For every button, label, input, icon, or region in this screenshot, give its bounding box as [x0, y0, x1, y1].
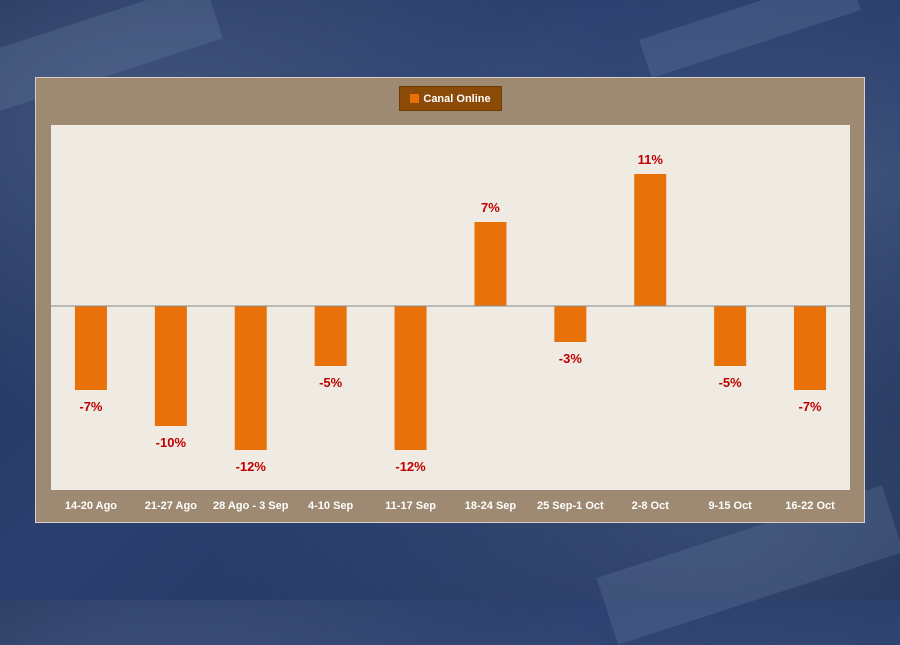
- data-label: -12%: [236, 459, 267, 474]
- x-tick-label: 2-8 Oct: [632, 500, 670, 512]
- bar: [154, 306, 187, 426]
- bar: [794, 306, 827, 390]
- data-label: -5%: [319, 375, 343, 390]
- data-label: 11%: [638, 152, 664, 167]
- data-label: -3%: [559, 351, 583, 366]
- x-tick-label: 25 Sep-1 Oct: [537, 500, 604, 512]
- bar: [234, 306, 267, 450]
- bar: [314, 306, 347, 366]
- bar: [394, 306, 427, 450]
- x-tick-label: 11-17 Sep: [385, 500, 436, 512]
- x-tick-label: 28 Ago - 3 Sep: [213, 500, 289, 512]
- legend-label: Canal Online: [423, 92, 491, 105]
- data-label: -10%: [156, 435, 187, 450]
- x-tick-label: 4-10 Sep: [308, 500, 354, 512]
- bar: [714, 306, 747, 366]
- legend-swatch: [410, 94, 420, 103]
- data-label: 7%: [481, 200, 500, 215]
- bar: [474, 222, 507, 306]
- data-label: -5%: [719, 375, 743, 390]
- bar-chart: -7% -10% -12% -5% -12% 7% -3% 11% -5% -7% 14-20 A…: [51, 125, 850, 512]
- data-label: -12%: [395, 459, 426, 474]
- chart-legend: Canal Online: [399, 86, 502, 111]
- bar: [74, 306, 107, 390]
- bar: [634, 174, 667, 306]
- x-tick-label: 16-22 Oct: [785, 500, 835, 512]
- x-tick-label: 18-24 Sep: [465, 500, 517, 512]
- x-tick-label: 9-15 Oct: [708, 500, 752, 512]
- x-tick-label: 21-27 Ago: [145, 500, 197, 512]
- data-label: -7%: [79, 399, 103, 414]
- data-label: -7%: [798, 399, 822, 414]
- bar: [554, 306, 587, 342]
- x-tick-label: 14-20 Ago: [65, 500, 117, 512]
